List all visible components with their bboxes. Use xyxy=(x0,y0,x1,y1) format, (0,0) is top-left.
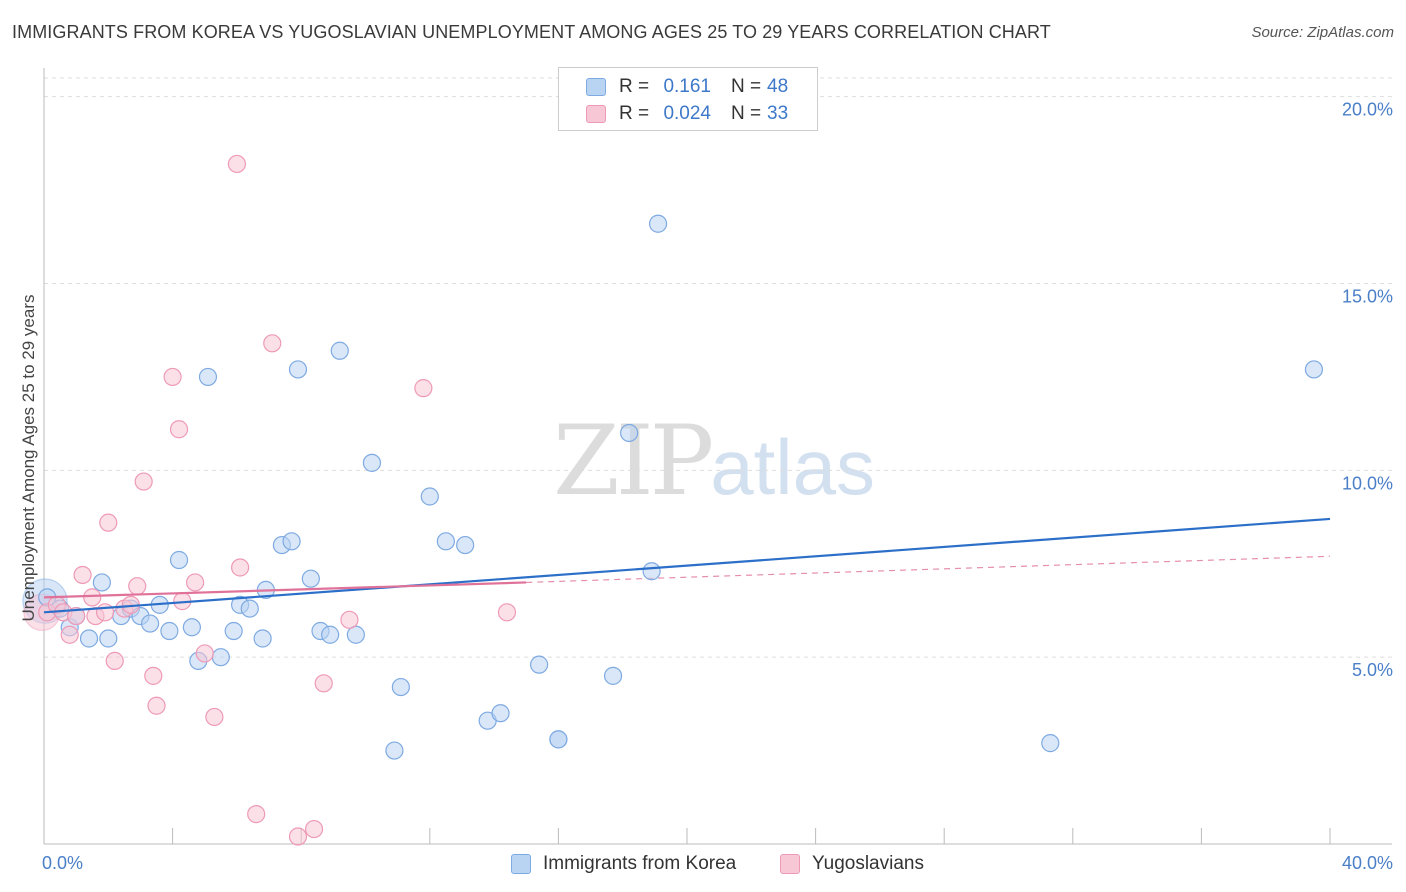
data-point-yugoslavians xyxy=(99,513,118,532)
x-tick-label: 40.0% xyxy=(1342,853,1393,873)
data-point-korea xyxy=(253,629,272,648)
data-point-yugoslavians xyxy=(169,420,189,439)
data-point-yugoslavians xyxy=(147,696,166,715)
data-point-yugoslavians xyxy=(340,610,359,629)
legend-n-label: N = xyxy=(731,76,762,97)
trend-line-yugoslavians xyxy=(43,581,527,599)
axis-labels: 5.0% 10.0% 15.0% 20.0% 0.0% 40.0% Unemployment… xyxy=(19,100,1393,873)
data-point-korea xyxy=(169,550,189,570)
legend-r-value: 0.024 xyxy=(663,103,711,124)
legend-n-label: N = xyxy=(731,103,762,124)
data-point-korea xyxy=(530,655,549,674)
legend-row-yugoslavians: R = 0.024 N = 33 xyxy=(559,101,817,129)
data-point-korea xyxy=(240,599,259,618)
data-point-korea xyxy=(140,614,160,633)
data-point-yugoslavians xyxy=(497,603,517,622)
source-credit: Source: ZipAtlas.com xyxy=(1251,24,1394,41)
data-point-korea xyxy=(160,621,179,641)
data-point-korea xyxy=(391,677,410,697)
legend-swatch-korea xyxy=(586,78,606,96)
y-tick-label: 20.0% xyxy=(1342,100,1393,120)
data-point-korea xyxy=(346,625,365,644)
data-point-korea xyxy=(385,741,404,760)
data-point-korea xyxy=(648,214,668,233)
legend-label-korea: Immigrants from Korea xyxy=(543,853,737,874)
data-point-korea xyxy=(1041,734,1060,753)
data-point-yugoslavians xyxy=(227,154,246,174)
data-point-yugoslavians xyxy=(60,625,79,644)
legend-swatch-yugoslavians xyxy=(780,854,800,874)
data-point-korea xyxy=(603,666,623,685)
data-point-yugoslavians xyxy=(186,573,205,592)
axes xyxy=(43,68,1392,845)
data-point-yugoslavians xyxy=(163,367,182,387)
y-tick-label: 15.0% xyxy=(1342,287,1393,307)
data-point-korea xyxy=(620,423,639,443)
legend-n-value: 48 xyxy=(767,76,789,97)
data-point-yugoslavians xyxy=(128,577,147,596)
data-point-korea xyxy=(288,360,308,379)
data-point-korea xyxy=(456,535,475,555)
data-point-korea xyxy=(549,730,568,749)
data-point-korea xyxy=(321,625,340,644)
data-point-korea xyxy=(99,629,118,648)
data-point-yugoslavians xyxy=(83,588,102,607)
legend-r-value: 0.161 xyxy=(663,76,711,97)
data-point-yugoslavians xyxy=(314,674,333,693)
legend-r-label: R = xyxy=(619,76,650,97)
data-point-korea xyxy=(224,621,243,641)
data-point-yugoslavians xyxy=(73,565,92,585)
data-point-korea xyxy=(420,487,439,506)
data-point-yugoslavians xyxy=(304,819,324,839)
y-tick-label: 5.0% xyxy=(1352,660,1393,680)
legend-label-yugoslavians: Yugoslavians xyxy=(812,853,924,874)
trend-lines-front xyxy=(43,517,1331,614)
data-point-yugoslavians xyxy=(263,334,282,353)
data-point-korea xyxy=(436,532,455,551)
data-point-yugoslavians xyxy=(288,827,308,846)
y-axis-label: Unemployment Among Ages 25 to 29 years xyxy=(19,295,38,622)
data-point-yugoslavians xyxy=(414,379,433,398)
data-point-yugoslavians xyxy=(144,666,163,685)
y-tick-label: 10.0% xyxy=(1342,473,1393,493)
data-point-yugoslavians xyxy=(67,606,86,626)
data-point-korea xyxy=(282,532,301,551)
legend-swatch-yugoslavians xyxy=(586,105,606,123)
data-point-yugoslavians xyxy=(134,472,153,491)
legend-row-korea: R = 0.161 N = 48 xyxy=(559,74,817,102)
trend-line-yugoslavians-extension xyxy=(526,555,1331,584)
data-point-korea xyxy=(301,569,320,588)
data-point-korea xyxy=(182,618,201,637)
legend-r-label: R = xyxy=(619,103,650,124)
series-legend: Immigrants from Korea Yugoslavians xyxy=(0,852,1406,878)
data-point-yugoslavians xyxy=(105,651,124,671)
data-point-korea xyxy=(198,367,218,387)
data-point-yugoslavians xyxy=(205,707,224,727)
data-point-yugoslavians xyxy=(247,805,266,824)
trend-line-korea xyxy=(43,517,1331,614)
data-points xyxy=(22,154,1324,846)
stats-legend: R = 0.161 N = 48 R = 0.024 N = 33 xyxy=(558,67,818,131)
data-point-korea xyxy=(211,648,230,667)
trend-lines xyxy=(526,555,1331,584)
chart-title: IMMIGRANTS FROM KOREA VS YUGOSLAVIAN UNE… xyxy=(12,22,1051,42)
data-point-yugoslavians xyxy=(231,558,250,577)
data-point-korea xyxy=(491,704,510,723)
legend-n-value: 33 xyxy=(767,103,789,124)
data-point-korea xyxy=(642,562,661,581)
data-point-korea xyxy=(1304,360,1324,379)
data-point-korea xyxy=(92,573,111,592)
data-point-yugoslavians xyxy=(195,644,214,663)
x-tick-label: 0.0% xyxy=(42,853,83,873)
data-point-korea xyxy=(330,341,349,360)
data-point-korea xyxy=(362,453,382,472)
data-point-korea xyxy=(79,629,99,648)
legend-swatch-korea xyxy=(511,854,531,874)
